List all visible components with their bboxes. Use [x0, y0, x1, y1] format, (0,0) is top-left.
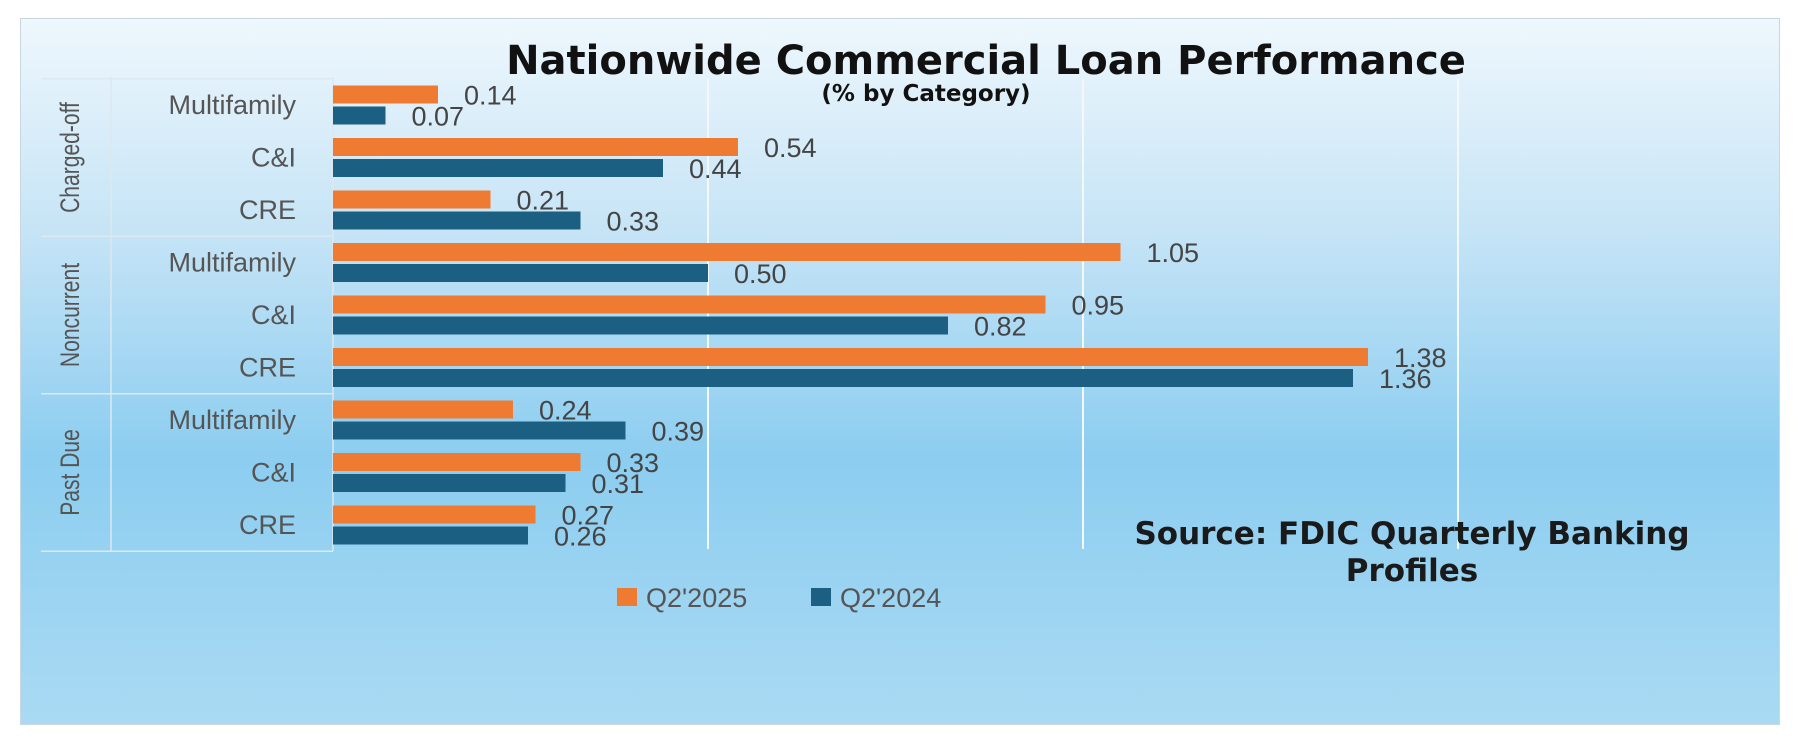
category-axis: Multifamily C&I CRE Charged-off Multifamily C…: [41, 77, 334, 552]
legend-swatch: [617, 588, 637, 606]
category-label: C&I: [251, 300, 296, 330]
legend-swatch: [811, 588, 831, 606]
category-label: CRE: [239, 510, 296, 540]
bar-chart: Nationwide Commercial Loan Performance (…: [41, 38, 1690, 613]
bar-q2-2024: [333, 106, 386, 125]
source-annotation-line-1: Source: FDIC Quarterly Banking: [1134, 516, 1689, 552]
category-label: Multifamily: [168, 405, 296, 435]
data-label: 0.07: [412, 102, 465, 132]
chart-frame: Nationwide Commercial Loan Performance (…: [20, 18, 1780, 725]
bar-q2-2024: [333, 421, 626, 440]
data-label: 1.38: [1394, 343, 1447, 373]
source-annotation-line-2: Profiles: [1346, 553, 1478, 589]
chart-title: Nationwide Commercial Loan Performance: [506, 38, 1466, 84]
chart-subtitle: (% by Category): [821, 81, 1030, 107]
legend: Q2'2025 Q2'2024: [617, 583, 941, 613]
bar-q2-2024: [333, 526, 528, 545]
group-label: Charged-off: [56, 102, 86, 213]
bar-q2-2025: [333, 138, 738, 156]
data-label: 0.31: [592, 469, 645, 499]
data-label: 0.95: [1072, 291, 1125, 321]
bar-q2-2024: [333, 264, 708, 282]
group-label: Noncurrent: [56, 263, 86, 367]
bar-q2-2025: [333, 243, 1121, 261]
bar-q2-2025: [333, 453, 581, 471]
data-label: 0.33: [607, 207, 660, 237]
gridlines: [707, 79, 1459, 549]
bar-q2-2025: [333, 348, 1368, 366]
bar-q2-2025: [333, 295, 1046, 314]
category-label: CRE: [239, 353, 296, 383]
bars: 0.14 0.54 0.21 1.05 0.95 1.38 0.24 0.33 0.27 0.07…: [333, 81, 1447, 552]
data-label: 0.27: [562, 501, 615, 531]
category-label: C&I: [251, 143, 296, 173]
bar-q2-2024: [333, 474, 566, 492]
category-label: CRE: [239, 195, 296, 225]
data-label: 0.39: [652, 417, 705, 447]
bar-q2-2024: [333, 316, 948, 335]
data-label: 1.05: [1147, 238, 1200, 268]
bar-q2-2025: [333, 85, 438, 104]
data-label: 0.44: [689, 154, 742, 184]
bar-q2-2025: [333, 505, 536, 524]
group-label: Past Due: [56, 429, 86, 516]
data-label: 0.54: [764, 133, 817, 163]
bar-q2-2025: [333, 190, 491, 209]
bar-q2-2024: [333, 369, 1353, 387]
data-label: 0.33: [607, 448, 660, 478]
data-label: 0.82: [974, 312, 1027, 342]
data-label: 0.50: [734, 259, 787, 289]
category-label: Multifamily: [168, 248, 296, 278]
data-label: 1.36: [1379, 364, 1432, 394]
category-label: C&I: [251, 458, 296, 488]
data-label: 0.14: [464, 81, 517, 111]
data-label: 0.26: [554, 522, 607, 552]
bar-q2-2025: [333, 400, 513, 419]
bar-q2-2024: [333, 211, 581, 230]
data-label: 0.21: [517, 186, 570, 216]
bar-q2-2024: [333, 159, 663, 177]
legend-label: Q2'2025: [646, 583, 747, 613]
data-label: 0.24: [539, 396, 592, 426]
legend-label: Q2'2024: [840, 583, 941, 613]
category-label: Multifamily: [168, 90, 296, 120]
